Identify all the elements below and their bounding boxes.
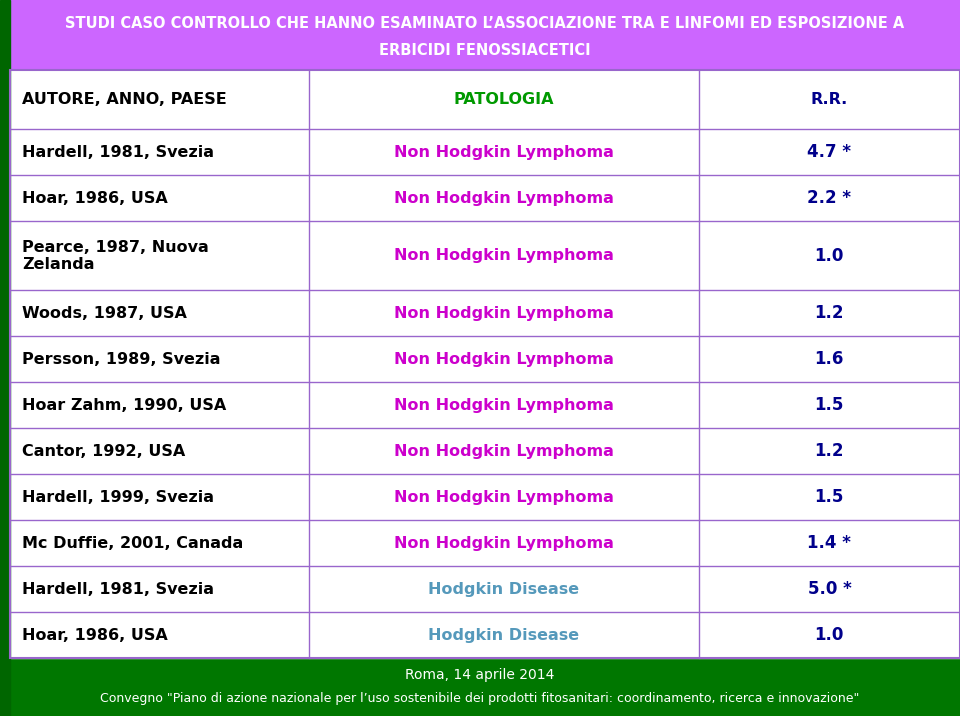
Bar <box>10 520 960 566</box>
Text: Non Hodgkin Lymphoma: Non Hodgkin Lymphoma <box>394 145 614 160</box>
Text: Hoar, 1986, USA: Hoar, 1986, USA <box>22 627 168 642</box>
Text: Roma, 14 aprile 2014: Roma, 14 aprile 2014 <box>405 669 555 682</box>
Bar <box>10 566 960 612</box>
Text: Persson, 1989, Svezia: Persson, 1989, Svezia <box>22 352 221 367</box>
Text: 1.2: 1.2 <box>815 442 844 460</box>
Bar <box>10 474 960 520</box>
Text: R.R.: R.R. <box>811 92 848 107</box>
Text: 1.5: 1.5 <box>815 396 844 414</box>
Text: ERBICIDI FENOSSIACETICI: ERBICIDI FENOSSIACETICI <box>379 43 590 58</box>
Text: 1.5: 1.5 <box>815 488 844 506</box>
Bar <box>10 382 960 428</box>
Bar <box>0 658 960 716</box>
Bar <box>10 130 960 175</box>
Bar <box>10 70 960 658</box>
Bar <box>10 70 960 130</box>
Text: STUDI CASO CONTROLLO CHE HANNO ESAMINATO L’ASSOCIAZIONE TRA E LINFOMI ED ESPOSIZ: STUDI CASO CONTROLLO CHE HANNO ESAMINATO… <box>65 16 904 31</box>
Text: Hardell, 1999, Svezia: Hardell, 1999, Svezia <box>22 490 214 505</box>
Text: 5.0 *: 5.0 * <box>807 580 852 598</box>
Bar <box>0 0 10 716</box>
Text: Hardell, 1981, Svezia: Hardell, 1981, Svezia <box>22 581 214 596</box>
Text: Non Hodgkin Lymphoma: Non Hodgkin Lymphoma <box>394 352 614 367</box>
Text: Non Hodgkin Lymphoma: Non Hodgkin Lymphoma <box>394 306 614 321</box>
Text: 1.2: 1.2 <box>815 304 844 322</box>
Text: Non Hodgkin Lymphoma: Non Hodgkin Lymphoma <box>394 536 614 551</box>
Text: Woods, 1987, USA: Woods, 1987, USA <box>22 306 187 321</box>
Bar <box>10 612 960 658</box>
Text: Non Hodgkin Lymphoma: Non Hodgkin Lymphoma <box>394 248 614 263</box>
Text: PATOLOGIA: PATOLOGIA <box>454 92 554 107</box>
Text: Non Hodgkin Lymphoma: Non Hodgkin Lymphoma <box>394 397 614 412</box>
Bar <box>10 337 960 382</box>
Text: Hodgkin Disease: Hodgkin Disease <box>428 581 580 596</box>
Bar <box>10 221 960 290</box>
Bar <box>10 428 960 474</box>
Text: 1.0: 1.0 <box>815 626 844 644</box>
Text: 1.6: 1.6 <box>815 350 844 368</box>
Text: AUTORE, ANNO, PAESE: AUTORE, ANNO, PAESE <box>22 92 227 107</box>
Text: Convegno "Piano di azione nazionale per l’uso sostenibile dei prodotti fitosanit: Convegno "Piano di azione nazionale per … <box>100 692 860 705</box>
Text: Non Hodgkin Lymphoma: Non Hodgkin Lymphoma <box>394 490 614 505</box>
Text: Hoar, 1986, USA: Hoar, 1986, USA <box>22 191 168 205</box>
Text: Hardell, 1981, Svezia: Hardell, 1981, Svezia <box>22 145 214 160</box>
Text: 1.4 *: 1.4 * <box>807 534 852 552</box>
Text: Non Hodgkin Lymphoma: Non Hodgkin Lymphoma <box>394 191 614 205</box>
Text: 2.2 *: 2.2 * <box>807 189 852 208</box>
Bar <box>10 290 960 337</box>
Text: Hoar Zahm, 1990, USA: Hoar Zahm, 1990, USA <box>22 397 227 412</box>
Bar <box>10 175 960 221</box>
Text: 1.0: 1.0 <box>815 247 844 265</box>
Text: Pearce, 1987, Nuova
Zelanda: Pearce, 1987, Nuova Zelanda <box>22 240 208 272</box>
Text: Cantor, 1992, USA: Cantor, 1992, USA <box>22 444 185 459</box>
Text: Mc Duffie, 2001, Canada: Mc Duffie, 2001, Canada <box>22 536 243 551</box>
Bar <box>10 0 960 70</box>
Text: 4.7 *: 4.7 * <box>807 143 852 161</box>
Text: Hodgkin Disease: Hodgkin Disease <box>428 627 580 642</box>
Text: Non Hodgkin Lymphoma: Non Hodgkin Lymphoma <box>394 444 614 459</box>
